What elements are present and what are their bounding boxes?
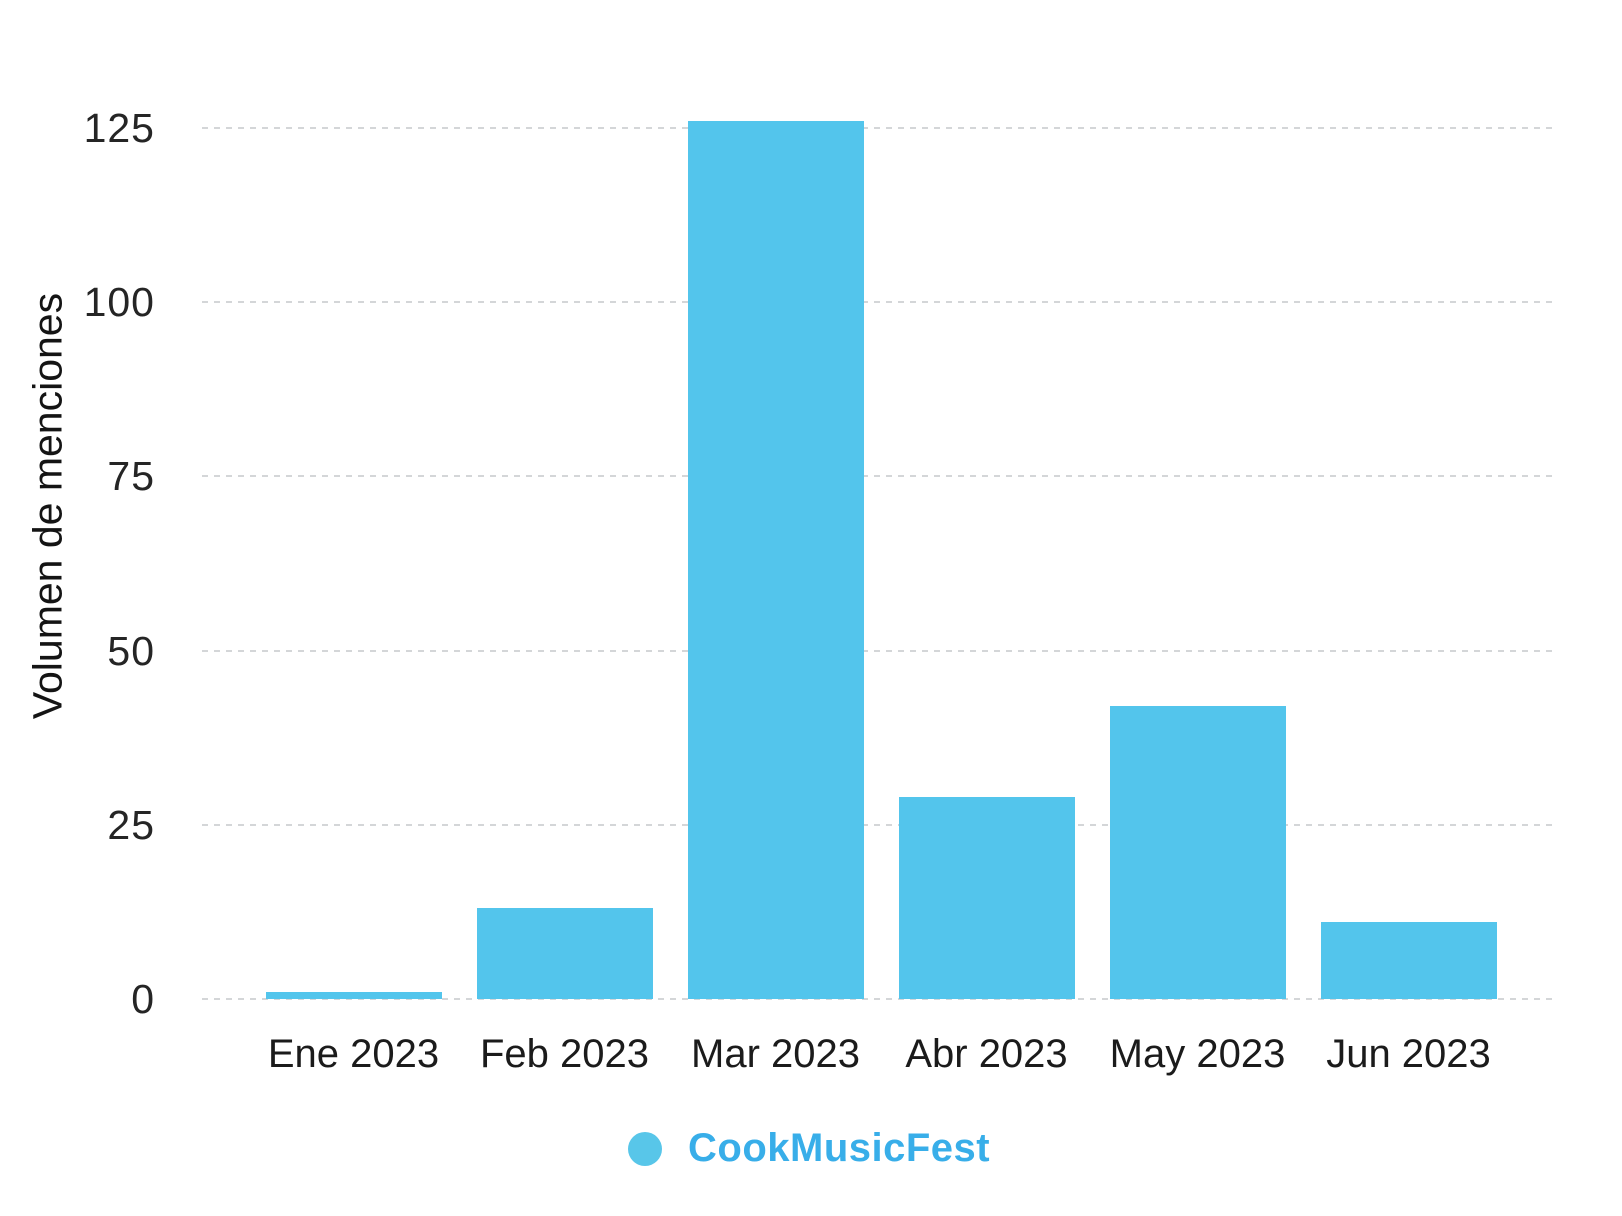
bar-feb-2023[interactable] xyxy=(476,908,653,999)
gridline-0 xyxy=(202,998,1558,1000)
gridline-75 xyxy=(202,475,1558,478)
x-label-mar-2023: Mar 2023 xyxy=(691,1032,860,1076)
y-tick-label-25: 25 xyxy=(107,801,155,848)
gridline-125 xyxy=(202,127,1558,129)
y-tick-label-100: 100 xyxy=(83,279,155,326)
bar-ene-2023[interactable] xyxy=(265,992,442,999)
x-label-ene-2023: Ene 2023 xyxy=(267,1032,440,1076)
bar-abr-2023[interactable] xyxy=(898,796,1075,999)
legend-item-cookmusicfest[interactable]: CookMusicFest xyxy=(628,1126,990,1171)
bar-may-2023[interactable] xyxy=(1109,706,1286,999)
legend-marker-dot xyxy=(628,1131,662,1166)
gridline-25 xyxy=(202,823,1558,826)
x-label-may-2023: May 2023 xyxy=(1109,1032,1286,1076)
plot-area xyxy=(202,121,1558,1000)
legend-series-label: CookMusicFest xyxy=(688,1126,991,1170)
x-label-abr-2023: Abr 2023 xyxy=(905,1032,1068,1076)
bar-jun-2023[interactable] xyxy=(1320,922,1497,999)
gridline-100 xyxy=(202,301,1558,304)
y-tick-label-0: 0 xyxy=(131,976,155,1022)
bar-mar-2023[interactable] xyxy=(687,121,864,999)
gridline-50 xyxy=(202,649,1558,652)
y-tick-label-50: 50 xyxy=(107,627,155,674)
x-label-feb-2023: Feb 2023 xyxy=(479,1032,650,1076)
y-tick-label-75: 75 xyxy=(107,453,155,500)
y-tick-label-125: 125 xyxy=(83,105,155,151)
x-label-jun-2023: Jun 2023 xyxy=(1326,1032,1491,1076)
